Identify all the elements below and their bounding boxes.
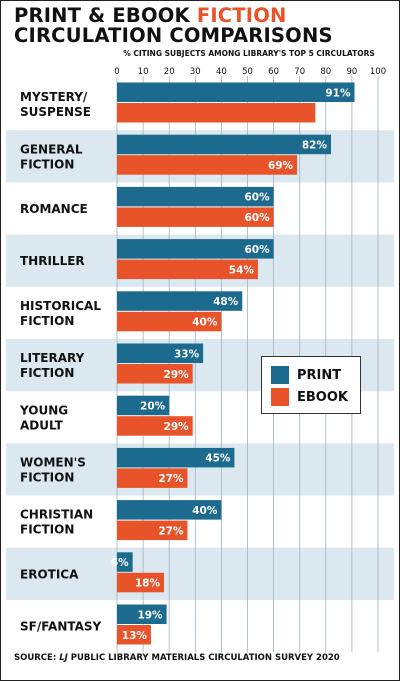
data-label: 69% bbox=[268, 160, 294, 172]
data-label: 60% bbox=[244, 244, 270, 256]
bar-ebook bbox=[117, 155, 298, 175]
category-label: LITERARY bbox=[20, 351, 85, 365]
bar-print bbox=[117, 186, 274, 207]
tick-label: 20 bbox=[164, 67, 175, 77]
data-label: 82% bbox=[302, 139, 328, 151]
bar-ebook bbox=[117, 468, 188, 488]
legend-item-ebook: EBOOK bbox=[271, 388, 348, 406]
data-label: 40% bbox=[192, 505, 218, 517]
category-label: SF/FANTASY bbox=[20, 620, 102, 634]
category-label: FICTION bbox=[20, 366, 74, 380]
data-label: 48% bbox=[213, 296, 239, 308]
category-label: WOMEN'S bbox=[20, 456, 86, 470]
category-label: ROMANCE bbox=[20, 202, 88, 216]
data-label: 60% bbox=[244, 192, 270, 204]
bar-ebook bbox=[117, 311, 222, 332]
data-label: 40% bbox=[192, 317, 218, 329]
category-label: HISTORICAL bbox=[20, 299, 101, 313]
source-note: SOURCE: LJ PUBLIC LIBRARY MATERIALS CIRC… bbox=[14, 653, 340, 663]
legend: PRINT EBOOK bbox=[261, 356, 361, 414]
category-label: THRILLER bbox=[20, 254, 85, 268]
bar-ebook bbox=[117, 625, 151, 645]
data-label: 33% bbox=[174, 348, 200, 360]
tick-label: 10 bbox=[138, 67, 149, 77]
bar-ebook bbox=[117, 207, 274, 227]
source-lj: LJ bbox=[59, 653, 68, 663]
bar-ebook bbox=[117, 259, 258, 280]
category-label: FICTION bbox=[20, 471, 74, 485]
legend-swatch-ebook bbox=[271, 388, 289, 406]
bar-ebook bbox=[117, 520, 188, 541]
category-label: EROTICA bbox=[20, 567, 79, 581]
data-label: 13% bbox=[122, 630, 148, 642]
tick-label: 50 bbox=[242, 67, 253, 77]
data-label: 45% bbox=[205, 453, 231, 465]
data-label: 19% bbox=[137, 609, 163, 621]
bar-print bbox=[117, 447, 235, 468]
bar-print bbox=[117, 552, 133, 572]
category-label: GENERAL bbox=[20, 142, 83, 156]
tick-label: 40 bbox=[216, 67, 227, 77]
title-accent: FICTION bbox=[196, 4, 287, 27]
bar-print bbox=[117, 82, 355, 102]
title-part1: PRINT & EBOOK bbox=[14, 4, 197, 27]
tick-label: 90 bbox=[346, 67, 357, 77]
bar-ebook bbox=[117, 103, 316, 123]
tick-label: 80 bbox=[320, 67, 331, 77]
tick-label: 100 bbox=[370, 67, 386, 77]
data-label: 60% bbox=[244, 212, 270, 224]
x-axis-label: % CITING SUBJECTS AMONG LIBRARY'S TOP 5 … bbox=[123, 49, 375, 58]
data-label: 27% bbox=[158, 525, 184, 537]
category-label: FICTION bbox=[20, 314, 74, 328]
legend-swatch-print bbox=[271, 366, 289, 384]
legend-label-ebook: EBOOK bbox=[297, 389, 348, 405]
row-band bbox=[6, 547, 394, 600]
legend-label-print: PRINT bbox=[297, 367, 342, 383]
category-label: SUSPENSE bbox=[20, 105, 91, 119]
tick-label: 70 bbox=[294, 67, 305, 77]
data-label: 29% bbox=[164, 421, 190, 433]
source-prefix: SOURCE: bbox=[14, 653, 60, 663]
data-label: 27% bbox=[158, 473, 184, 485]
bar-print bbox=[117, 134, 332, 155]
category-label: FICTION bbox=[20, 523, 74, 537]
bar-print bbox=[117, 604, 167, 624]
data-label: 54% bbox=[229, 264, 255, 276]
data-label: 6% bbox=[111, 557, 129, 569]
bar-print bbox=[117, 395, 170, 416]
bar-print bbox=[117, 291, 243, 311]
category-label: CHRISTIAN bbox=[20, 508, 93, 522]
category-label: FICTION bbox=[20, 157, 74, 171]
chart-title: PRINT & EBOOK FICTION CIRCULATION COMPAR… bbox=[14, 6, 333, 46]
data-label: 18% bbox=[135, 578, 161, 590]
bar-print bbox=[117, 239, 274, 259]
bar-print bbox=[117, 343, 204, 363]
bar-ebook bbox=[117, 572, 164, 593]
category-label: YOUNG bbox=[19, 403, 68, 417]
bar-ebook bbox=[117, 416, 193, 436]
source-rest: PUBLIC LIBRARY MATERIALS CIRCULATION SUR… bbox=[67, 653, 340, 663]
tick-label: 0 bbox=[114, 67, 119, 77]
title-line2: CIRCULATION COMPARISONS bbox=[14, 24, 333, 47]
category-label: ADULT bbox=[20, 418, 64, 432]
tick-label: 60 bbox=[268, 67, 279, 77]
category-label: MYSTERY/ bbox=[20, 90, 88, 104]
data-label: 29% bbox=[164, 369, 190, 381]
data-label: 91% bbox=[325, 87, 351, 99]
bar-ebook bbox=[117, 364, 193, 384]
bar-print bbox=[117, 500, 222, 520]
data-label: 20% bbox=[140, 400, 166, 412]
tick-label: 30 bbox=[190, 67, 201, 77]
legend-item-print: PRINT bbox=[271, 366, 341, 384]
